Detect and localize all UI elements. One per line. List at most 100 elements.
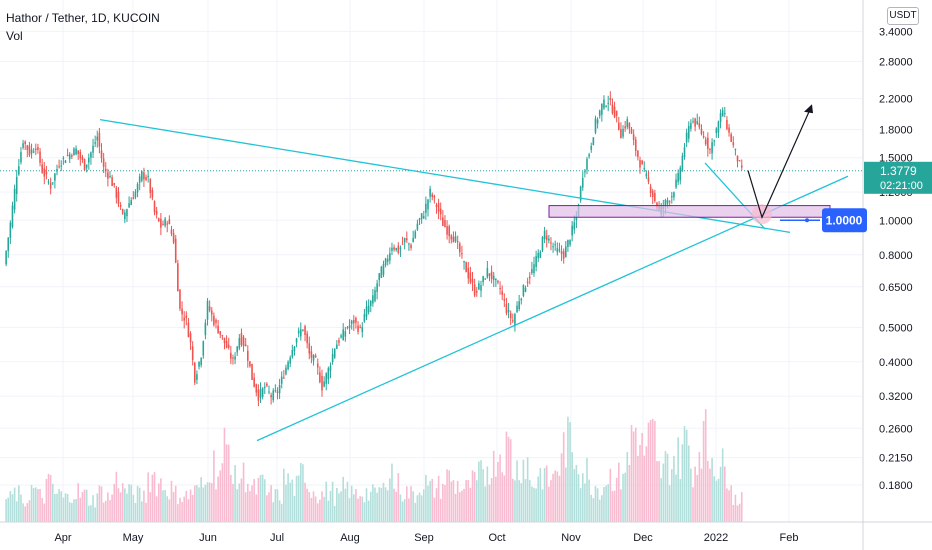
volume-bar <box>126 493 128 522</box>
candle-body <box>607 102 609 104</box>
candle-body <box>728 127 730 133</box>
forecast-arrow-head <box>804 104 813 114</box>
volume-bar <box>694 466 696 522</box>
volume-bar <box>342 476 344 522</box>
candle-body <box>257 389 260 401</box>
volume-bar <box>285 484 287 522</box>
ascending-trendline[interactable] <box>256 175 849 442</box>
volume-bar <box>194 485 196 522</box>
volume-bar <box>247 483 249 522</box>
volume-bar <box>64 493 67 522</box>
volume-bar <box>420 495 423 522</box>
forecast-arrow[interactable] <box>747 109 811 219</box>
candle-body <box>446 226 448 235</box>
candle-body <box>594 118 597 133</box>
candle-body <box>66 154 69 156</box>
candle-body <box>232 357 234 359</box>
volume-bar <box>393 488 395 522</box>
symbol-title[interactable]: Hathor / Tether, 1D, KUCOIN <box>6 11 160 25</box>
candle-body <box>323 381 325 387</box>
volume-bar <box>39 489 41 522</box>
volume-bar <box>442 483 444 522</box>
volume-bar <box>541 489 544 522</box>
volume-bar <box>518 480 520 522</box>
candle-body <box>592 137 595 146</box>
volume-bar <box>353 494 355 522</box>
candle-body <box>206 300 209 320</box>
volume-bar <box>365 488 368 522</box>
volume-indicator-label[interactable]: Vol <box>6 29 23 43</box>
volume-bar <box>671 469 673 522</box>
volume-bar <box>567 416 569 522</box>
volume-bar <box>637 455 639 522</box>
volume-bar <box>499 454 501 522</box>
volume-bar <box>327 500 330 522</box>
candle-body <box>194 362 196 383</box>
volume-bar <box>618 462 620 522</box>
candle-body <box>736 155 739 162</box>
currency-badge[interactable]: USDT <box>887 7 919 25</box>
candle-body <box>244 344 247 346</box>
volume-bar <box>234 465 236 522</box>
price-tags: 1.3779 02:21:00 1.0000 <box>822 161 932 233</box>
price-axis[interactable]: 3.40002.80002.20001.80001.50001.20001.00… <box>862 0 913 550</box>
candle-body <box>316 363 319 368</box>
candle-body <box>141 171 143 181</box>
bar-countdown: 02:21:00 <box>880 180 923 192</box>
volume-bar <box>316 503 319 522</box>
volume-bar <box>418 492 421 522</box>
volume-bar <box>24 506 26 522</box>
candle-body <box>138 176 141 183</box>
volume-bar <box>130 484 132 522</box>
volume-bar <box>603 487 605 522</box>
volume-bar <box>573 468 576 522</box>
candle-body <box>702 136 705 138</box>
demand-zone-rectangle[interactable] <box>548 205 831 218</box>
candle-body <box>734 148 737 150</box>
time-axis[interactable]: Apr May Jun Jul Aug Sep Oct Nov Dec 2022 Feb <box>0 521 932 544</box>
candle-body <box>380 266 383 278</box>
candle-body <box>615 110 618 116</box>
volume-bar <box>543 468 546 522</box>
candle-body <box>289 357 291 364</box>
candle-body <box>28 145 31 156</box>
volume-bar <box>450 481 453 522</box>
candle-body <box>448 226 450 237</box>
candle-body <box>724 113 726 115</box>
candle-body <box>164 218 166 226</box>
volume-bar <box>461 490 463 522</box>
candle-body <box>247 350 249 361</box>
volume-bar <box>702 420 705 522</box>
volume-bar <box>308 492 311 522</box>
volume-bar <box>630 425 633 522</box>
volume-bar <box>361 496 364 522</box>
zone-target-marker[interactable] <box>752 204 772 225</box>
candle-body <box>495 278 497 281</box>
volume-bar <box>715 480 718 522</box>
candle-body <box>488 273 491 276</box>
volume-bar <box>728 490 730 522</box>
volume-bar <box>49 474 52 522</box>
candle-body <box>571 225 573 236</box>
volume-bar <box>700 468 703 522</box>
candle-body <box>603 99 605 109</box>
candle-body <box>618 122 620 131</box>
volume-bar <box>166 496 169 522</box>
candle-body <box>285 367 287 375</box>
candle-body <box>437 203 440 212</box>
volume-bar <box>427 485 429 522</box>
volume-bar <box>732 504 735 522</box>
candle-body <box>501 291 503 295</box>
candle-body <box>293 346 296 352</box>
volume-bar <box>734 494 737 522</box>
volume-bar <box>584 483 586 522</box>
volume-bar <box>155 496 158 522</box>
candle-body <box>668 201 671 203</box>
volume-bar <box>654 420 656 522</box>
chart-drawings[interactable] <box>99 104 849 442</box>
candle-body <box>465 262 467 273</box>
volume-bar <box>119 492 122 522</box>
volume-bar <box>221 463 224 522</box>
volume-bar <box>490 478 493 522</box>
